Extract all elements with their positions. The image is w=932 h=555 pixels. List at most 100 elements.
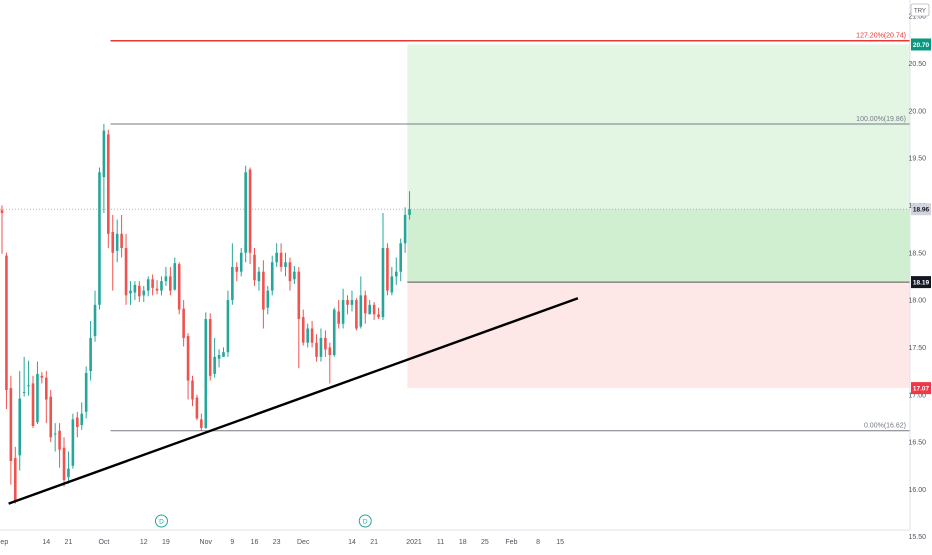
- candle[interactable]: [155, 288, 159, 291]
- time-axis[interactable]: [0, 530, 932, 550]
- candle[interactable]: [328, 347, 332, 355]
- candle[interactable]: [177, 264, 181, 310]
- candle[interactable]: [9, 388, 13, 462]
- candle[interactable]: [310, 328, 314, 343]
- candle[interactable]: [213, 356, 216, 374]
- candle[interactable]: [355, 300, 358, 329]
- candle[interactable]: [115, 233, 119, 251]
- candle[interactable]: [120, 233, 123, 249]
- candle[interactable]: [377, 314, 380, 318]
- candle[interactable]: [129, 290, 132, 294]
- candle[interactable]: [53, 433, 57, 435]
- candle[interactable]: [27, 385, 30, 387]
- candle[interactable]: [102, 130, 106, 178]
- price-axis[interactable]: [910, 0, 932, 550]
- candle[interactable]: [217, 354, 221, 359]
- dividend-marker[interactable]: [358, 514, 372, 528]
- candle[interactable]: [80, 413, 84, 426]
- candle[interactable]: [186, 336, 190, 381]
- candle[interactable]: [350, 300, 354, 305]
- candle[interactable]: [266, 290, 270, 308]
- candle[interactable]: [5, 255, 8, 391]
- candle[interactable]: [235, 266, 239, 272]
- candle[interactable]: [191, 380, 194, 400]
- candle[interactable]: [124, 248, 128, 296]
- candle[interactable]: [315, 342, 318, 357]
- candle[interactable]: [133, 284, 137, 293]
- candle[interactable]: [36, 373, 39, 423]
- candle[interactable]: [208, 319, 212, 376]
- candle[interactable]: [98, 172, 101, 305]
- candle[interactable]: [244, 172, 247, 253]
- candle[interactable]: [363, 295, 367, 314]
- candle[interactable]: [195, 397, 199, 419]
- candle[interactable]: [253, 254, 256, 281]
- candle[interactable]: [200, 419, 203, 428]
- candle[interactable]: [403, 214, 407, 244]
- candle[interactable]: [231, 266, 234, 301]
- candle[interactable]: [62, 447, 66, 480]
- candle[interactable]: [67, 468, 70, 478]
- candle[interactable]: [275, 252, 278, 263]
- candle[interactable]: [341, 300, 345, 324]
- candle[interactable]: [84, 372, 88, 412]
- candle[interactable]: [297, 271, 301, 320]
- candle[interactable]: [306, 328, 309, 343]
- candle[interactable]: [151, 279, 154, 288]
- candle[interactable]: [31, 383, 35, 426]
- candle[interactable]: [332, 309, 336, 355]
- candle[interactable]: [13, 458, 17, 501]
- candle[interactable]: [142, 290, 146, 296]
- candle[interactable]: [146, 279, 150, 291]
- candle[interactable]: [262, 271, 265, 310]
- trendline[interactable]: [8, 297, 579, 505]
- candle[interactable]: [368, 304, 371, 315]
- candle[interactable]: [18, 398, 22, 456]
- candle[interactable]: [45, 377, 48, 400]
- candle[interactable]: [40, 375, 44, 378]
- candle[interactable]: [164, 276, 168, 282]
- candle[interactable]: [301, 317, 305, 343]
- candle[interactable]: [239, 252, 243, 272]
- candle[interactable]: [22, 391, 26, 393]
- currency-badge[interactable]: [910, 3, 930, 17]
- candle[interactable]: [337, 311, 340, 324]
- candle[interactable]: [293, 271, 296, 280]
- candle[interactable]: [381, 248, 385, 318]
- candle[interactable]: [359, 295, 363, 327]
- candle[interactable]: [58, 430, 61, 450]
- candle[interactable]: [0, 210, 4, 213]
- candle[interactable]: [76, 417, 79, 427]
- candle[interactable]: [173, 263, 177, 290]
- candle[interactable]: [394, 271, 398, 277]
- candle[interactable]: [279, 252, 283, 267]
- candle[interactable]: [386, 248, 389, 291]
- candle[interactable]: [222, 352, 225, 357]
- candle[interactable]: [399, 243, 402, 272]
- candle[interactable]: [138, 285, 141, 297]
- candle[interactable]: [204, 319, 208, 428]
- candle[interactable]: [160, 281, 163, 291]
- candle[interactable]: [111, 231, 115, 253]
- candle[interactable]: [270, 262, 274, 291]
- candle[interactable]: [390, 276, 394, 293]
- candle[interactable]: [93, 304, 97, 337]
- candle[interactable]: [248, 169, 252, 253]
- loss-zone[interactable]: [407, 282, 910, 389]
- candle[interactable]: [257, 271, 261, 282]
- candle[interactable]: [49, 396, 53, 438]
- dividend-marker[interactable]: [154, 514, 168, 528]
- candle[interactable]: [319, 337, 323, 357]
- candle[interactable]: [169, 276, 172, 291]
- candle[interactable]: [71, 419, 75, 466]
- candle[interactable]: [288, 262, 292, 282]
- candle[interactable]: [408, 209, 411, 215]
- candle[interactable]: [107, 134, 110, 234]
- candle[interactable]: [89, 337, 92, 372]
- candle[interactable]: [346, 300, 349, 305]
- candle[interactable]: [284, 262, 287, 267]
- candle[interactable]: [226, 300, 230, 353]
- candle[interactable]: [324, 337, 327, 350]
